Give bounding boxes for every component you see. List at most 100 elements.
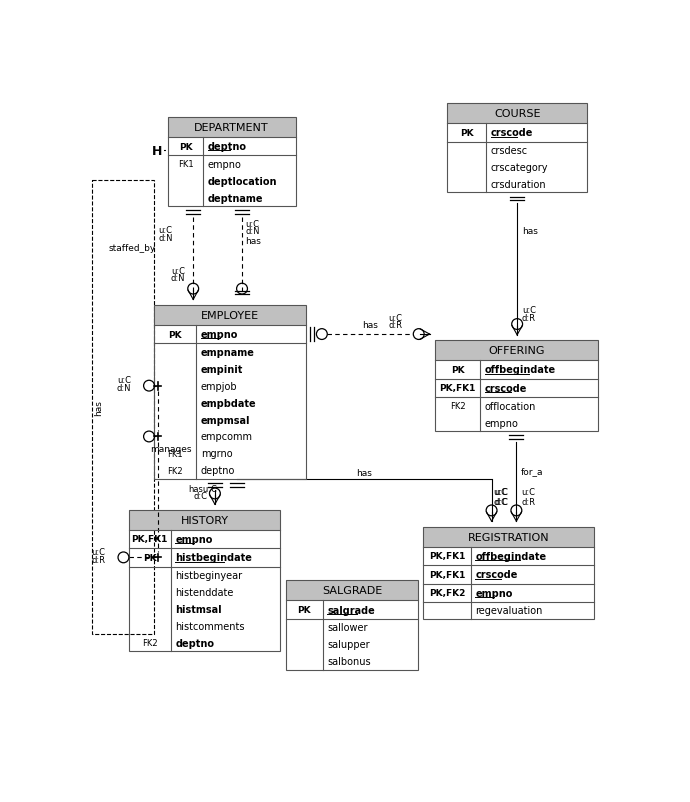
Text: FK2: FK2 bbox=[168, 466, 183, 476]
Text: d:C: d:C bbox=[493, 497, 507, 506]
Text: empcomm: empcomm bbox=[201, 432, 253, 442]
Text: d:N: d:N bbox=[158, 233, 172, 242]
Text: empmsal: empmsal bbox=[201, 415, 250, 425]
Text: u:C: u:C bbox=[158, 225, 172, 234]
Text: FK1: FK1 bbox=[168, 449, 183, 458]
Text: histcomments: histcomments bbox=[175, 621, 245, 631]
Bar bbox=[424, 527, 594, 619]
Text: histbegindate: histbegindate bbox=[175, 553, 253, 563]
Text: empname: empname bbox=[201, 347, 255, 358]
Text: for_a: for_a bbox=[521, 467, 544, 476]
Text: empno: empno bbox=[475, 588, 513, 598]
Text: FK1: FK1 bbox=[177, 160, 193, 169]
Bar bbox=[447, 104, 587, 193]
Text: deptname: deptname bbox=[208, 193, 264, 204]
Text: d:R: d:R bbox=[522, 314, 536, 323]
Text: u:C: u:C bbox=[521, 488, 535, 496]
Text: salgrade: salgrade bbox=[327, 605, 375, 615]
Text: salbonus: salbonus bbox=[327, 657, 371, 666]
Text: empjob: empjob bbox=[201, 381, 237, 391]
Text: u:C: u:C bbox=[495, 488, 509, 496]
Bar bbox=[447, 104, 587, 124]
Bar bbox=[92, 180, 155, 634]
Text: has: has bbox=[357, 468, 373, 477]
Text: deptno: deptno bbox=[175, 638, 215, 648]
Bar bbox=[424, 527, 594, 619]
Bar bbox=[286, 581, 418, 670]
Text: crsduration: crsduration bbox=[491, 180, 546, 190]
Text: crsdesc: crsdesc bbox=[491, 146, 528, 156]
Bar bbox=[155, 306, 306, 480]
Text: OFFERING: OFFERING bbox=[488, 346, 544, 356]
Bar bbox=[286, 581, 418, 670]
Text: offbegindate: offbegindate bbox=[475, 551, 546, 561]
Text: offbegindate: offbegindate bbox=[484, 365, 555, 375]
Text: u:C: u:C bbox=[117, 375, 131, 384]
Bar bbox=[168, 118, 295, 138]
Text: deptlocation: deptlocation bbox=[208, 176, 277, 187]
Text: PK: PK bbox=[460, 128, 473, 138]
Text: histmsal: histmsal bbox=[175, 604, 222, 614]
Text: d:N: d:N bbox=[171, 274, 186, 283]
Text: PK: PK bbox=[143, 553, 157, 562]
Text: PK: PK bbox=[168, 330, 182, 339]
Text: d:N: d:N bbox=[117, 384, 131, 393]
Bar bbox=[424, 527, 594, 547]
Text: DEPARTMENT: DEPARTMENT bbox=[195, 123, 269, 133]
Bar bbox=[435, 341, 598, 431]
Text: deptno: deptno bbox=[201, 466, 235, 476]
Text: d:C: d:C bbox=[495, 497, 509, 506]
Text: mgrno: mgrno bbox=[201, 449, 233, 459]
Text: salupper: salupper bbox=[327, 639, 370, 650]
Text: d:C: d:C bbox=[193, 492, 207, 500]
Text: sallower: sallower bbox=[327, 622, 368, 633]
Text: PK,FK1: PK,FK1 bbox=[428, 552, 465, 561]
Bar bbox=[155, 306, 306, 326]
Text: PK,FK1: PK,FK1 bbox=[132, 535, 168, 544]
Text: empbdate: empbdate bbox=[201, 398, 257, 408]
Bar bbox=[129, 510, 280, 651]
Text: has: has bbox=[522, 227, 538, 236]
Text: u:C: u:C bbox=[493, 488, 507, 496]
Text: d:R: d:R bbox=[92, 556, 106, 565]
Bar bbox=[155, 306, 306, 480]
Text: offlocation: offlocation bbox=[484, 401, 536, 411]
Text: u:C: u:C bbox=[388, 314, 402, 322]
Bar bbox=[168, 118, 295, 207]
Text: COURSE: COURSE bbox=[494, 109, 540, 119]
Text: crscode: crscode bbox=[484, 383, 527, 394]
Text: H: H bbox=[152, 144, 163, 157]
Text: EMPLOYEE: EMPLOYEE bbox=[201, 310, 259, 321]
Text: u:C: u:C bbox=[245, 220, 259, 229]
Text: staffed_by: staffed_by bbox=[109, 244, 156, 253]
Text: histenddate: histenddate bbox=[175, 587, 234, 597]
Text: empno: empno bbox=[484, 418, 518, 428]
Text: hasu:C: hasu:C bbox=[188, 484, 217, 493]
Text: d:R: d:R bbox=[521, 497, 535, 506]
Text: empno: empno bbox=[201, 330, 238, 339]
Text: PK,FK2: PK,FK2 bbox=[428, 589, 465, 597]
Text: REGISTRATION: REGISTRATION bbox=[468, 532, 549, 542]
Bar bbox=[435, 341, 598, 431]
Text: SALGRADE: SALGRADE bbox=[322, 585, 382, 596]
Text: empno: empno bbox=[175, 534, 213, 545]
Text: HISTORY: HISTORY bbox=[181, 515, 228, 525]
Bar bbox=[129, 510, 280, 651]
Text: PK,FK1: PK,FK1 bbox=[428, 570, 465, 579]
Text: PK: PK bbox=[297, 606, 311, 614]
Text: regevaluation: regevaluation bbox=[475, 606, 542, 616]
Bar bbox=[447, 104, 587, 193]
Text: PK: PK bbox=[179, 143, 193, 152]
Text: u:C: u:C bbox=[171, 266, 186, 275]
Text: PK: PK bbox=[451, 366, 464, 375]
Text: empinit: empinit bbox=[201, 364, 244, 375]
Text: has: has bbox=[245, 237, 261, 245]
Text: FK2: FK2 bbox=[142, 638, 157, 647]
Text: has: has bbox=[94, 399, 103, 415]
Text: crscode: crscode bbox=[491, 128, 533, 138]
Text: crscode: crscode bbox=[475, 569, 518, 580]
Text: PK,FK1: PK,FK1 bbox=[440, 384, 475, 393]
Bar bbox=[168, 118, 295, 207]
Bar bbox=[129, 510, 280, 530]
Text: u:C: u:C bbox=[522, 306, 536, 314]
